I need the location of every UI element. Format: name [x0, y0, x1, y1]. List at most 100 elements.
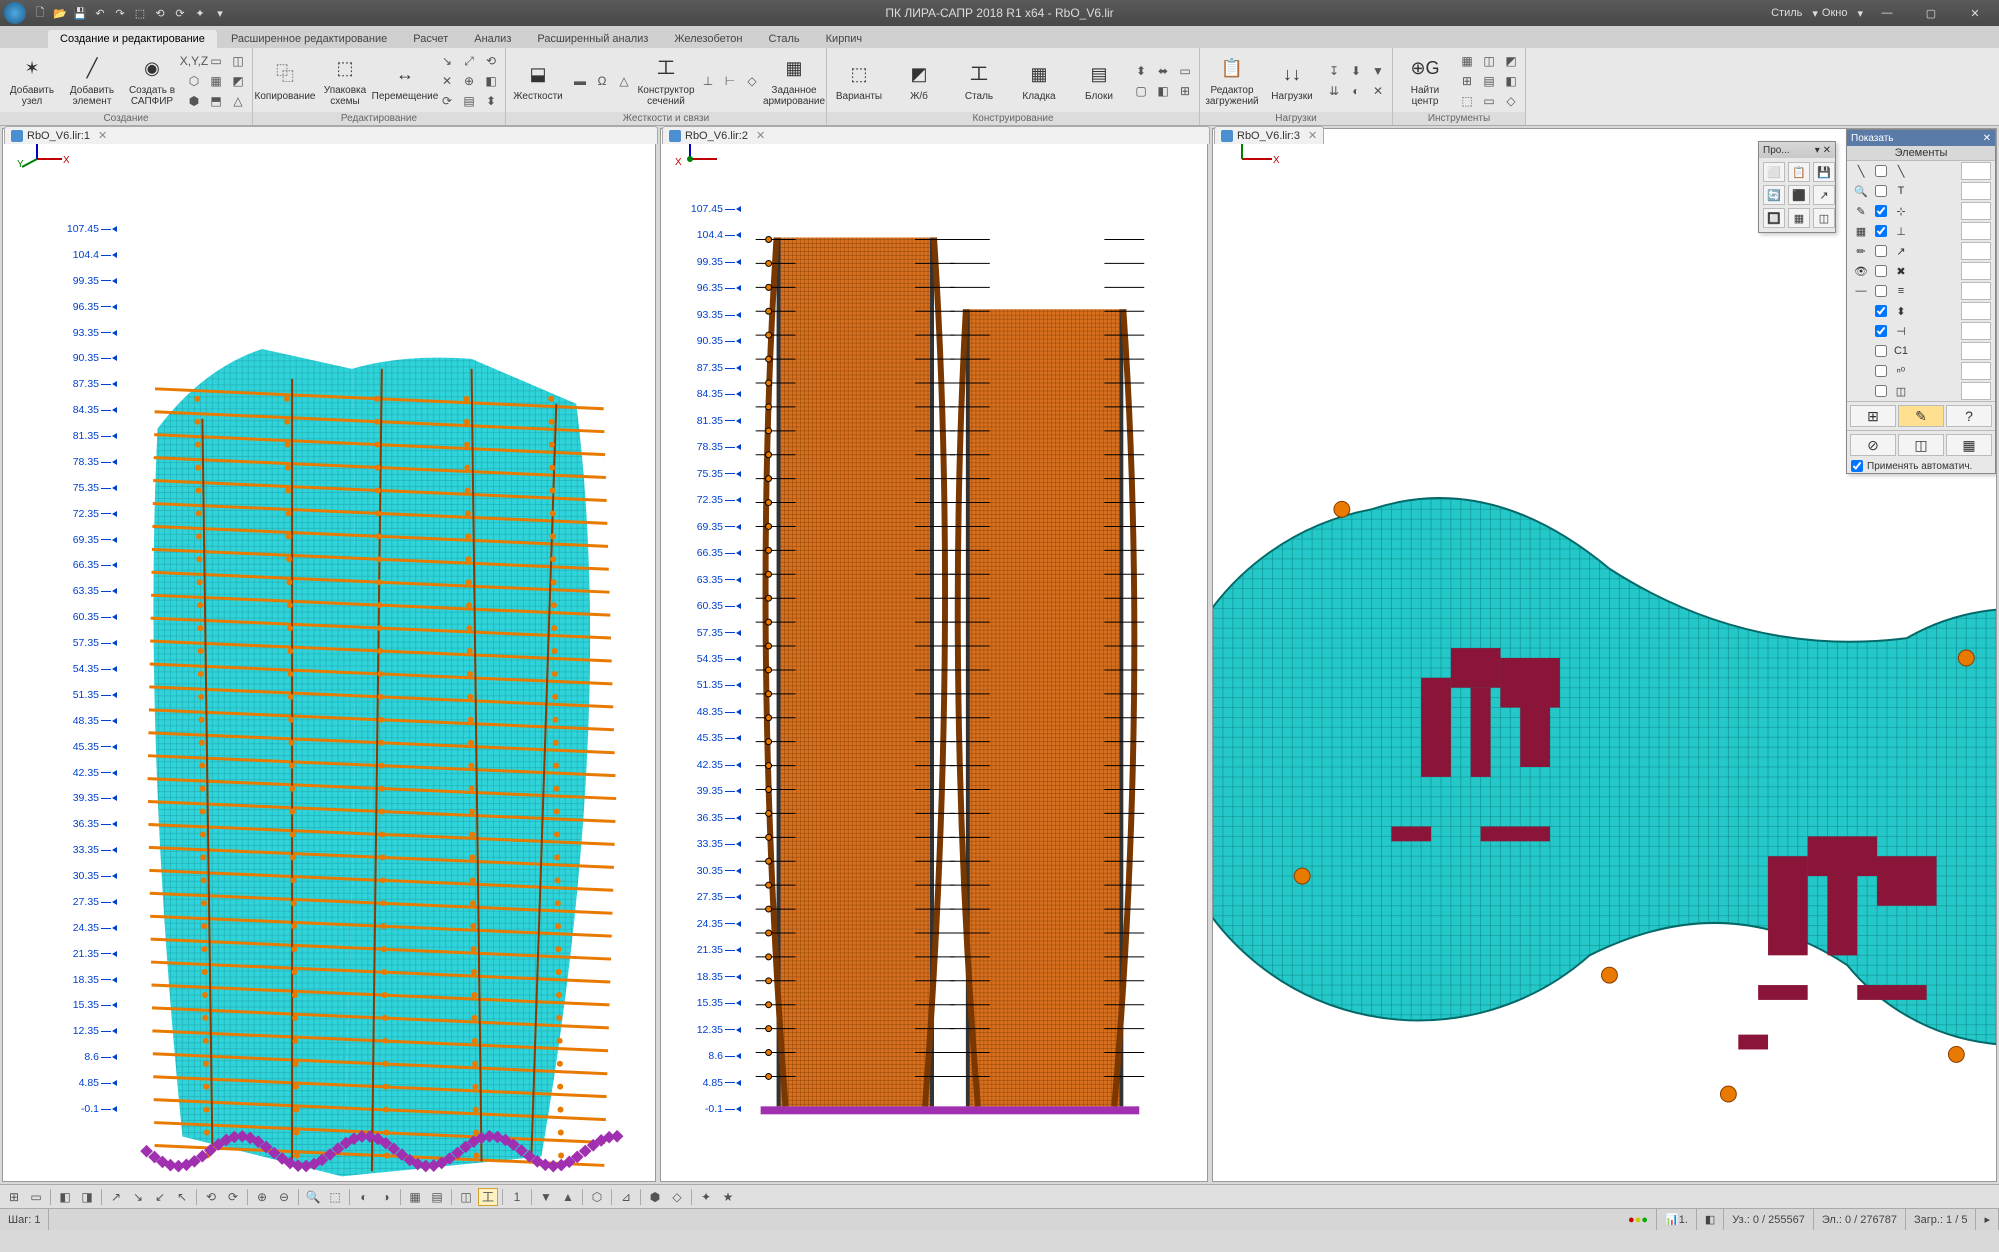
bottom-tool-button[interactable]: ◑: [376, 1188, 396, 1206]
opt-a-button[interactable]: ◫: [1898, 434, 1944, 456]
projection-button[interactable]: ⬛: [1788, 185, 1810, 205]
status-a[interactable]: ◧: [1697, 1209, 1724, 1230]
ribbon-small-button[interactable]: ▬: [570, 72, 590, 90]
bottom-tool-button[interactable]: ⬚: [325, 1188, 345, 1206]
ribbon-button[interactable]: ⿻Копирование: [257, 52, 313, 110]
bottom-tool-button[interactable]: ⊞: [4, 1188, 24, 1206]
projection-button[interactable]: 📋: [1788, 162, 1810, 182]
qat-b-icon[interactable]: ⟲: [152, 5, 168, 21]
show-icon-a[interactable]: ╲: [1851, 162, 1871, 180]
show-value-field[interactable]: [1961, 182, 1991, 200]
projection-button[interactable]: ◫: [1813, 208, 1835, 228]
reset-button[interactable]: ⊘: [1850, 434, 1896, 456]
doc-tab-1[interactable]: RbO_V6.lir:1✕: [4, 126, 658, 144]
ribbon-button[interactable]: 工Сталь: [951, 52, 1007, 110]
ribbon-small-button[interactable]: ▭: [1175, 62, 1195, 80]
qat-dropdown-icon[interactable]: ▾: [212, 5, 228, 21]
bottom-tool-button[interactable]: ⊕: [252, 1188, 272, 1206]
bottom-tool-button[interactable]: ◫: [456, 1188, 476, 1206]
ribbon-small-button[interactable]: ◩: [228, 72, 248, 90]
ribbon-small-button[interactable]: ⬡: [184, 72, 204, 90]
tab-brick[interactable]: Кирпич: [814, 30, 875, 48]
ribbon-button[interactable]: ▤Блоки: [1071, 52, 1127, 110]
ribbon-small-button[interactable]: ◩: [1501, 52, 1521, 70]
ribbon-button[interactable]: ⊕GНайти центр: [1397, 52, 1453, 110]
ribbon-small-button[interactable]: ▤: [1479, 72, 1499, 90]
show-checkbox[interactable]: [1875, 225, 1887, 237]
show-icon-b[interactable]: ⬍: [1891, 302, 1911, 320]
bottom-tool-button[interactable]: ↖: [172, 1188, 192, 1206]
ribbon-small-button[interactable]: ⬚: [1457, 92, 1477, 110]
ribbon-small-button[interactable]: ⬍: [1131, 62, 1151, 80]
ribbon-small-button[interactable]: ⬢: [184, 92, 204, 110]
ribbon-button[interactable]: ⬓Жесткости: [510, 52, 566, 110]
bottom-tool-button[interactable]: 工: [478, 1188, 498, 1206]
ribbon-small-button[interactable]: ⬍: [481, 92, 501, 110]
bottom-tool-button[interactable]: ⊖: [274, 1188, 294, 1206]
show-icon-a[interactable]: ✏: [1851, 242, 1871, 260]
doc-tab-3[interactable]: RbO_V6.lir:3✕: [1214, 126, 1324, 144]
show-checkbox[interactable]: [1875, 385, 1887, 397]
close-button[interactable]: ✕: [1955, 1, 1995, 25]
ribbon-small-button[interactable]: ▼: [1368, 62, 1388, 80]
ribbon-button[interactable]: ▦Заданное армирование: [766, 52, 822, 110]
ribbon-small-button[interactable]: ◧: [481, 72, 501, 90]
ribbon-button[interactable]: ↔Перемещение: [377, 52, 433, 110]
show-checkbox[interactable]: [1875, 205, 1887, 217]
show-icon-b[interactable]: ◫: [1891, 382, 1911, 400]
show-icon-b[interactable]: ⊣: [1891, 322, 1911, 340]
ribbon-small-button[interactable]: ⟲: [481, 52, 501, 70]
minimize-button[interactable]: —: [1867, 1, 1907, 25]
opt-b-button[interactable]: ▦: [1946, 434, 1992, 456]
ribbon-small-button[interactable]: ◐: [1346, 82, 1366, 100]
show-icon-a[interactable]: —: [1851, 282, 1871, 300]
show-icon-a[interactable]: [1851, 342, 1871, 360]
tab-calc[interactable]: Расчет: [401, 30, 460, 48]
ribbon-button[interactable]: 📋Редактор загружений: [1204, 52, 1260, 110]
show-value-field[interactable]: [1961, 262, 1991, 280]
ribbon-button[interactable]: ⬚Упаковка схемы: [317, 52, 373, 110]
tab-ext-edit[interactable]: Расширенное редактирование: [219, 30, 399, 48]
show-checkbox[interactable]: [1875, 345, 1887, 357]
window-dropdown-icon[interactable]: ▾: [1857, 7, 1863, 20]
projection-button[interactable]: 🔄: [1763, 185, 1785, 205]
bottom-tool-button[interactable]: ◨: [77, 1188, 97, 1206]
ribbon-small-button[interactable]: ⊞: [1457, 72, 1477, 90]
projection-button[interactable]: ↗: [1813, 185, 1835, 205]
viewport-2[interactable]: СВ 107.45104.499.3596.3593.3590.3587.358…: [660, 128, 1208, 1182]
close-icon[interactable]: ✕: [1823, 145, 1831, 156]
bottom-tool-button[interactable]: ▼: [536, 1188, 556, 1206]
bottom-tool-button[interactable]: ↗: [106, 1188, 126, 1206]
ribbon-button[interactable]: 工Конструктор сечений: [638, 52, 694, 110]
show-icon-a[interactable]: [1851, 302, 1871, 320]
ribbon-small-button[interactable]: ◧: [1153, 82, 1173, 100]
help-button[interactable]: ?: [1946, 405, 1992, 427]
show-value-field[interactable]: [1961, 362, 1991, 380]
auto-apply-checkbox[interactable]: [1851, 460, 1863, 472]
ribbon-small-button[interactable]: ⬇: [1346, 62, 1366, 80]
show-icon-b[interactable]: ╲: [1891, 162, 1911, 180]
style-dropdown-icon[interactable]: ▾: [1812, 7, 1818, 20]
ribbon-small-button[interactable]: ↧: [1324, 62, 1344, 80]
ribbon-small-button[interactable]: ⊞: [1175, 82, 1195, 100]
bottom-tool-button[interactable]: ↙: [150, 1188, 170, 1206]
projection-button[interactable]: ▦: [1788, 208, 1810, 228]
ribbon-button[interactable]: ╱Добавить элемент: [64, 52, 120, 110]
qat-new-icon[interactable]: 🗋: [32, 5, 48, 21]
show-icon-b[interactable]: ≡: [1891, 282, 1911, 300]
show-value-field[interactable]: [1961, 162, 1991, 180]
qat-c-icon[interactable]: ⟳: [172, 5, 188, 21]
tab-create-edit[interactable]: Создание и редактирование: [48, 30, 217, 48]
window-menu[interactable]: Окно: [1822, 7, 1848, 19]
ribbon-small-button[interactable]: ⊕: [459, 72, 479, 90]
ribbon-small-button[interactable]: ◫: [1479, 52, 1499, 70]
qat-d-icon[interactable]: ✦: [192, 5, 208, 21]
bottom-tool-button[interactable]: ⊿: [616, 1188, 636, 1206]
ribbon-small-button[interactable]: ▦: [1457, 52, 1477, 70]
ribbon-button[interactable]: ⬚Варианты: [831, 52, 887, 110]
show-checkbox[interactable]: [1875, 245, 1887, 257]
show-value-field[interactable]: [1961, 222, 1991, 240]
show-icon-a[interactable]: [1851, 362, 1871, 380]
ribbon-small-button[interactable]: Ω: [592, 72, 612, 90]
ribbon-button[interactable]: ↓↓Нагрузки: [1264, 52, 1320, 110]
